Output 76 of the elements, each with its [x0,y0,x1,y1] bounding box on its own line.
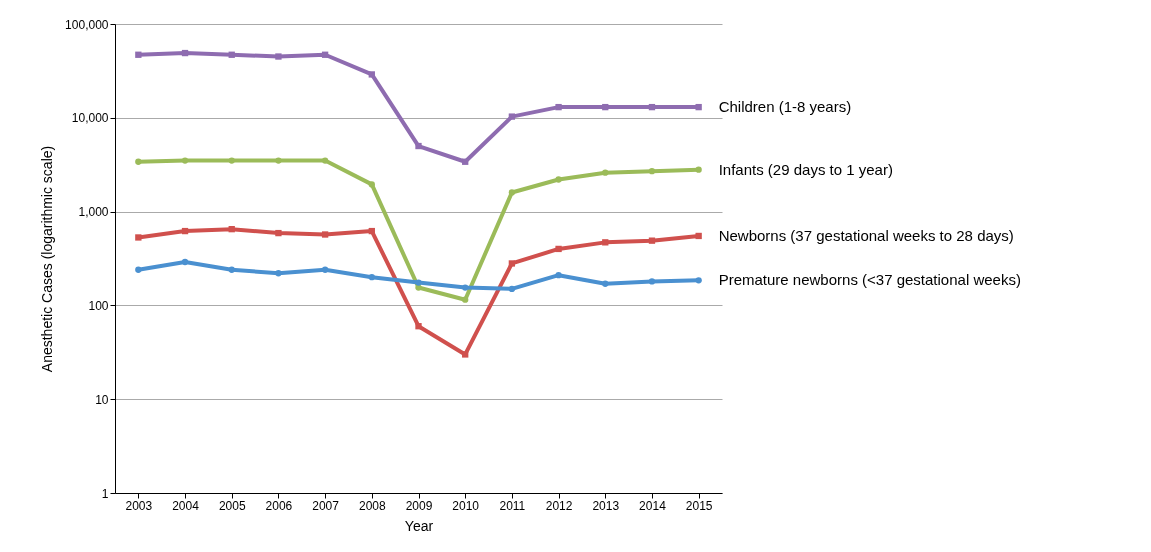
point [508,260,516,267]
point [321,157,329,164]
y-tick-label: 1 [101,486,109,501]
point [648,103,656,111]
x-axis-title: Year [404,517,434,534]
point [415,279,422,286]
point [275,157,282,164]
x-tick-label: 2006 [265,498,293,513]
point [275,229,282,237]
point [321,51,329,58]
x-tick-label: 2007 [312,498,340,513]
point [228,51,235,58]
point [648,278,656,285]
x-tick-label: 2010 [452,498,480,513]
point [555,103,562,111]
point [462,296,469,303]
point [368,227,375,235]
x-tick-label: 2013 [592,498,620,513]
point [368,181,375,188]
point [695,277,702,284]
point [228,157,235,164]
x-tick-label: 2015 [685,498,713,513]
point [508,285,516,293]
point [695,166,702,173]
point [321,266,329,273]
point [695,232,702,240]
series-label: Newborns (37 gestational weeks to 28 days) [718,226,1014,244]
point [228,225,235,233]
point [648,237,656,244]
point [695,103,702,111]
point [368,71,375,78]
point [181,258,189,266]
point [181,49,189,57]
point [555,245,562,253]
point [135,51,142,58]
y-tick-label: 10,000 [71,111,109,126]
y-tick-label: 100,000 [65,17,109,32]
series-label: Children (1-8 years) [718,98,852,116]
series-label: Premature newborns (<37 gestational weeks) [718,271,1021,289]
x-tick-label: 2008 [358,498,386,513]
point [415,323,422,330]
y-axis-title: Anesthetic Cases (logarithmic scale) [39,145,56,373]
point [415,142,422,150]
y-tick-label: 10 [95,392,109,407]
point [648,167,656,175]
point [602,103,609,111]
x-tick-label: 2012 [545,498,573,513]
point [321,231,329,238]
point [228,266,235,273]
x-tick-label: 2011 [499,498,526,513]
x-tick-label: 2009 [405,498,433,513]
point [508,113,516,120]
x-tick-label: 2003 [125,498,153,513]
point [181,157,189,164]
x-tick-label: 2005 [218,498,246,513]
point [555,176,562,183]
x-tick-label: 2014 [639,498,667,513]
y-tick-label: 1,000 [78,205,109,220]
point [602,239,609,246]
point [462,351,469,358]
point [602,169,609,176]
point [135,158,142,165]
point [368,274,375,281]
point [462,158,469,165]
series-label: Infants (29 days to 1 year) [718,160,893,178]
point [275,270,282,277]
x-tick-label: 2004 [172,498,200,513]
point [555,272,562,279]
y-tick-label: 100 [88,298,109,313]
point [135,234,142,241]
point [275,53,282,60]
point [181,227,189,235]
point [135,266,142,273]
point [462,284,469,291]
point [508,189,516,196]
point [602,280,609,287]
